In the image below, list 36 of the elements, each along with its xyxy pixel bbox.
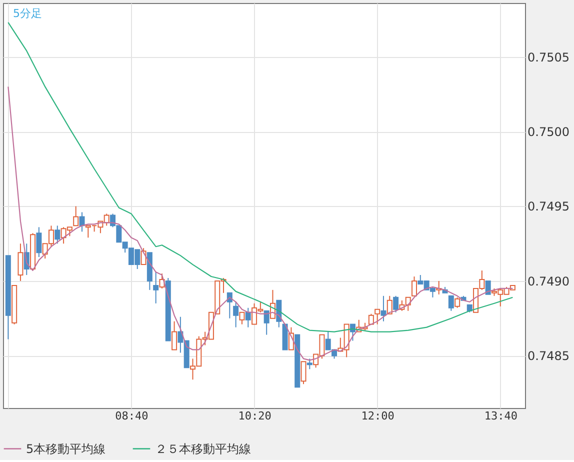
candlestick xyxy=(380,295,386,322)
candlestick xyxy=(239,312,245,325)
x-tick-label: 08:40 xyxy=(115,410,148,422)
candlestick xyxy=(153,272,159,304)
candlestick xyxy=(18,243,24,282)
candlestick xyxy=(159,273,165,289)
candlestick xyxy=(393,295,399,313)
candlestick xyxy=(54,225,60,244)
candlestick xyxy=(374,308,380,325)
candlestick xyxy=(172,320,178,350)
candlestick xyxy=(412,276,417,296)
candlestick xyxy=(233,301,239,328)
x-tick-label: 13:40 xyxy=(484,410,518,422)
x-tick-label: 10:20 xyxy=(238,410,272,422)
candlestick xyxy=(454,296,460,308)
line-series xyxy=(8,22,514,332)
candlestick xyxy=(140,248,146,266)
candlestick xyxy=(245,307,251,328)
legend-label: 5本移動平均線 xyxy=(26,442,106,456)
x-tick-label: 12:00 xyxy=(361,410,394,422)
y-tick-label: 0.7505 xyxy=(528,50,570,64)
y-tick-label: 0.7490 xyxy=(528,274,570,288)
candlestick xyxy=(264,310,270,336)
y-tick-label: 0.7495 xyxy=(528,200,570,214)
candlestick xyxy=(485,280,491,295)
candlestick xyxy=(36,226,42,258)
candlestick xyxy=(79,212,85,232)
candlestick xyxy=(73,206,79,226)
chart-title: 5分足 xyxy=(13,7,42,20)
candlestick xyxy=(448,295,454,312)
y-tick-label: 0.7500 xyxy=(528,125,570,140)
y-tick-label: 0.7485 xyxy=(528,349,570,364)
candlestick xyxy=(306,358,312,370)
candlestick xyxy=(386,295,392,314)
candlestick xyxy=(300,361,306,385)
legend-label: ２５本移動平均線 xyxy=(155,442,251,456)
